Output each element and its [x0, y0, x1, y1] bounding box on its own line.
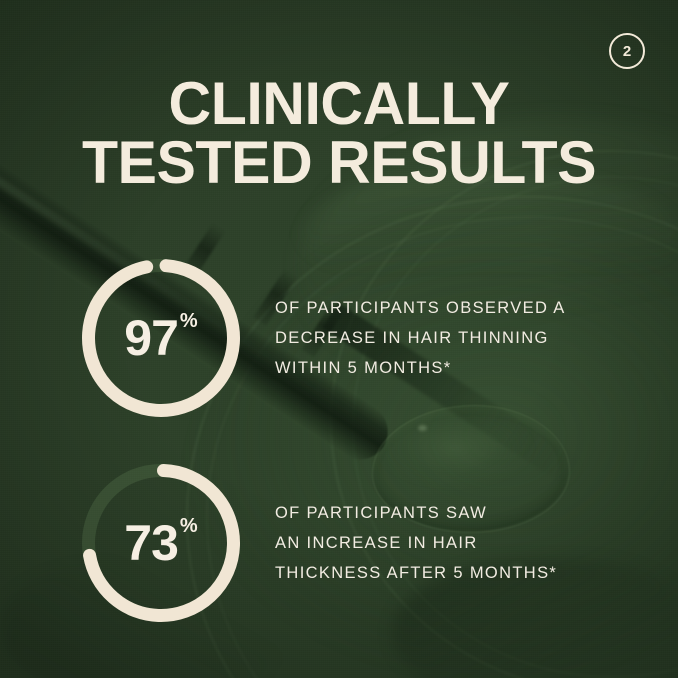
- donut-percent-symbol-97: %: [179, 310, 198, 332]
- page-title-line-1: CLINICALLY: [168, 70, 510, 137]
- stat-description-73: OF PARTICIPANTS SAW AN INCREASE IN HAIR …: [275, 498, 557, 588]
- donut-value-97: 97 %: [80, 257, 242, 419]
- donut-number-97: 97: [124, 310, 179, 366]
- stat-description-97-line-2: DECREASE IN HAIR THINNING: [275, 328, 549, 347]
- donut-value-73: 73 %: [80, 462, 242, 624]
- step-number-badge-icon: 2: [609, 33, 645, 69]
- donut-arc-73: [82, 464, 240, 622]
- liquid-droplet-highlight: [418, 425, 427, 431]
- liquid-droplet-small: [506, 560, 532, 577]
- liquid-droplet-edge: [372, 405, 570, 533]
- stat-description-73-line-3: THICKNESS AFTER 5 MONTHS*: [275, 564, 558, 582]
- stat-description-97: OF PARTICIPANTS OBSERVED A DECREASE IN H…: [275, 293, 566, 383]
- donut-chart-73: 73 %: [80, 462, 242, 624]
- step-number-label: 2: [622, 42, 632, 60]
- donut-chart-97: 97 %: [80, 257, 242, 419]
- donut-number-73: 73: [124, 515, 179, 571]
- donut-chart-97-svg: [82, 259, 240, 417]
- page-title-line-2: TESTED RESULTS: [81, 128, 597, 196]
- stat-description-97-line-1: OF PARTICIPANTS OBSERVED A: [275, 298, 566, 317]
- background-shadow-streak-right: [392, 560, 678, 678]
- stat-block-73: 73 % OF PARTICIPANTS SAW AN INCREASE IN …: [80, 462, 557, 624]
- donut-chart-73-svg: [82, 464, 240, 622]
- donut-arc-97: [82, 259, 240, 417]
- stat-description-97-line-3: WITHIN 5 MONTHS*: [275, 359, 452, 377]
- donut-percent-symbol-73: %: [179, 515, 198, 537]
- page-title: CLINICALLY TESTED RESULTS: [5, 70, 673, 196]
- stat-description-73-line-2: AN INCREASE IN HAIR: [275, 533, 478, 552]
- stat-block-97: 97 % OF PARTICIPANTS OBSERVED A DECREASE…: [80, 257, 566, 419]
- background-highlight-streak: [300, 170, 678, 300]
- stat-description-73-line-1: OF PARTICIPANTS SAW: [275, 503, 488, 522]
